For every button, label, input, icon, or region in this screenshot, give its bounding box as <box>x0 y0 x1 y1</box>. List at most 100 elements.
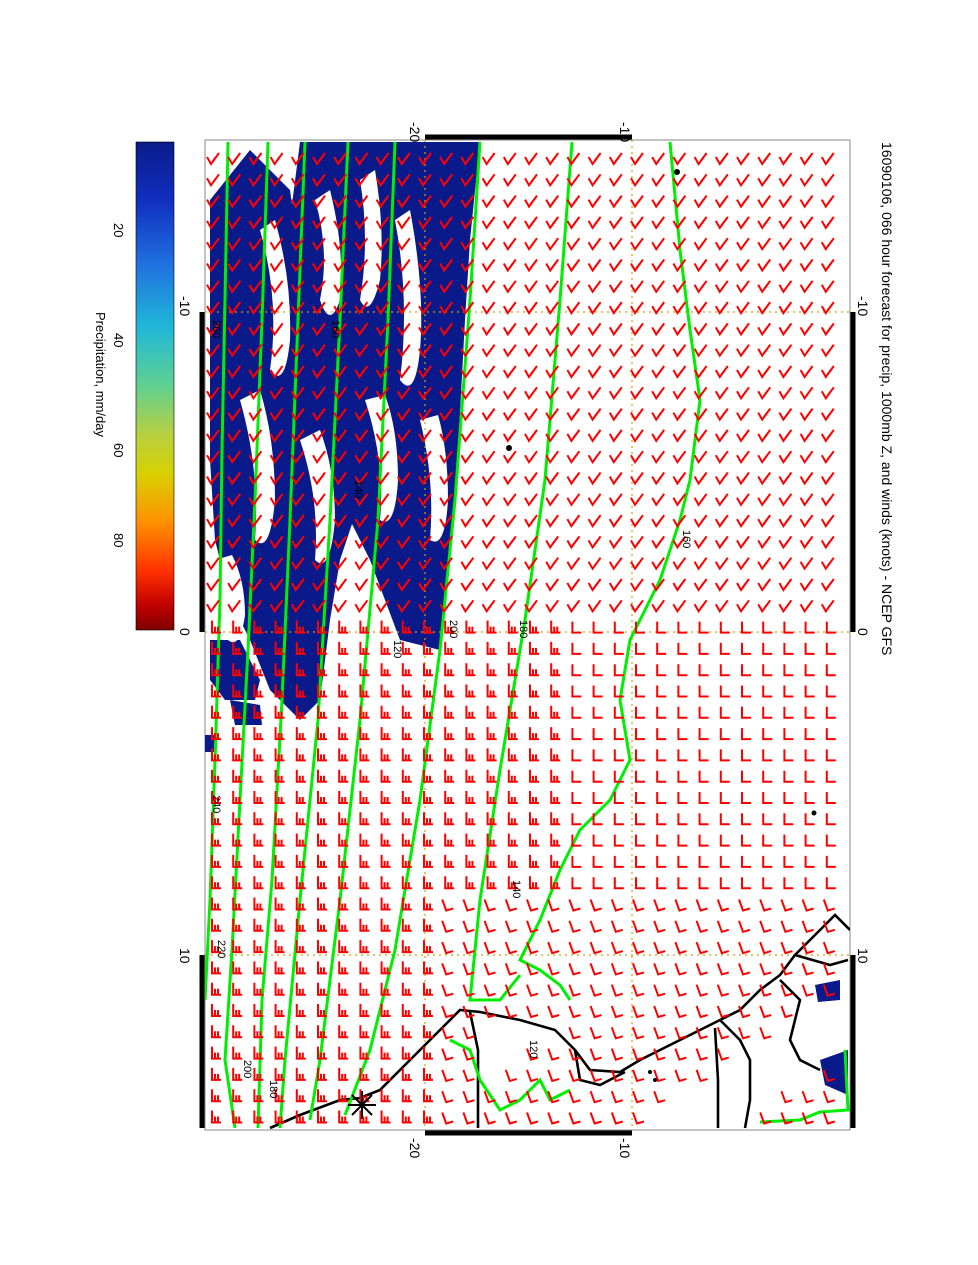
wind-barb <box>396 152 411 166</box>
wind-barb <box>396 322 411 337</box>
wind-barb <box>317 1025 327 1039</box>
wind-barb <box>423 833 433 847</box>
wind-barb <box>423 1067 433 1081</box>
wind-barb <box>380 620 391 634</box>
wind-barb <box>801 941 814 955</box>
wind-barb <box>674 963 687 976</box>
wind-barb <box>253 918 264 932</box>
wind-barb <box>248 557 263 571</box>
wind-barb <box>545 386 560 401</box>
wind-barb <box>312 216 326 230</box>
wind-barb <box>566 514 581 528</box>
wind-barb <box>799 599 814 614</box>
wind-barb <box>274 663 285 677</box>
wind-barb <box>290 195 305 209</box>
wind-barb <box>545 152 560 166</box>
wind-barb <box>714 557 729 571</box>
wind-barb <box>656 728 667 741</box>
wind-barb <box>632 984 645 997</box>
wind-barb <box>232 982 243 996</box>
wind-barb <box>672 471 687 486</box>
wind-barb <box>630 365 644 379</box>
wind-barb <box>695 1069 708 1083</box>
wind-barb <box>295 769 306 783</box>
wind-barb <box>698 706 709 719</box>
wind-barb <box>359 769 370 783</box>
wind-barb <box>333 237 348 252</box>
wind-barb <box>274 812 285 826</box>
wind-barb <box>778 493 793 507</box>
wind-barb <box>444 876 455 890</box>
wind-barb <box>439 173 454 188</box>
wind-barb <box>227 195 242 209</box>
wind-barb <box>396 535 411 550</box>
wind-barb <box>423 727 433 741</box>
wind-barb <box>568 984 581 997</box>
wind-barb <box>592 664 603 677</box>
wind-barb <box>526 984 539 997</box>
wind-barb <box>822 1069 836 1083</box>
wind-barb <box>269 301 284 315</box>
wind-barb <box>783 642 794 655</box>
wind-barb <box>778 386 793 401</box>
wind-barb <box>465 791 476 804</box>
wind-barb <box>481 386 496 401</box>
wind-barb <box>714 280 729 294</box>
wind-barb <box>783 792 794 804</box>
wind-barb <box>462 1090 475 1104</box>
wind-barb <box>822 1112 836 1125</box>
wind-barb <box>439 429 454 443</box>
wind-barb <box>762 813 773 826</box>
wind-barb <box>630 280 644 294</box>
wind-barb <box>354 429 369 443</box>
wind-barb <box>295 663 306 677</box>
wind-barb <box>269 258 284 273</box>
wind-barb <box>206 195 220 209</box>
wind-barb <box>529 727 539 741</box>
wind-barb <box>253 705 264 719</box>
wind-barb <box>232 641 243 655</box>
wind-barb <box>736 237 750 252</box>
wind-barb <box>804 685 815 698</box>
contour-label-7: 140 <box>352 480 364 498</box>
border-2 <box>573 1049 626 1087</box>
wind-barb <box>312 578 326 592</box>
wind-barb <box>269 599 284 614</box>
wind-barb <box>359 1025 370 1039</box>
wind-barb <box>504 1069 518 1083</box>
wind-barb <box>825 877 836 890</box>
wind-barb <box>253 748 264 762</box>
wind-barb <box>462 1005 475 1019</box>
wind-barb <box>780 1112 793 1125</box>
wind-barb <box>589 1112 602 1125</box>
wind-barb <box>529 620 539 634</box>
wind-barb <box>635 770 645 783</box>
wind-barb <box>423 641 433 655</box>
wind-barb <box>587 322 602 337</box>
wind-barb <box>613 834 624 847</box>
wind-barb <box>486 876 497 890</box>
wind-barb <box>295 918 306 932</box>
wind-barb <box>401 684 412 698</box>
wind-barb <box>610 963 624 976</box>
wind-barb <box>524 599 538 614</box>
wind-barb <box>632 899 645 912</box>
wind-barb <box>757 237 772 252</box>
wind-barb <box>610 899 624 912</box>
wind-barb <box>651 280 666 294</box>
wind-barb <box>613 706 624 719</box>
wind-barb <box>423 1110 433 1124</box>
lat-label-bottom-neg10: -10 <box>617 1138 633 1158</box>
wind-barb <box>507 876 518 890</box>
contour-10 <box>449 1038 571 1112</box>
border-1 <box>468 1011 480 1128</box>
wind-barb <box>526 941 539 955</box>
wind-barb <box>778 344 793 358</box>
wind-barb <box>380 1025 391 1039</box>
wind-barb <box>333 471 348 486</box>
wind-barb <box>778 429 793 443</box>
wind-barb <box>354 450 369 465</box>
wind-barb <box>635 813 645 826</box>
wind-barb <box>248 152 263 166</box>
wind-barb <box>714 322 729 337</box>
